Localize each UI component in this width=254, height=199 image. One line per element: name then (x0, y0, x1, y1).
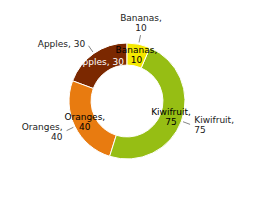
outer-label: Bananas,10 (120, 13, 162, 33)
leader-line (183, 122, 190, 125)
chart: Apples, 30 Apples, 30 Oranges,40Oranges,40… (0, 0, 254, 199)
labels: Apples, 30 Apples, 30 Oranges,40Oranges,40… (22, 13, 234, 142)
inner-label: Apples, 30 (76, 57, 124, 67)
outer-label: Oranges,40 (22, 122, 63, 142)
inner-label: Kiwifruit,75 (151, 107, 191, 127)
inner-label: Bananas,10 (116, 45, 158, 65)
outer-label: Apples, 30 (38, 39, 86, 49)
chart-container: Apples, 30 Apples, 30 Oranges,40Oranges,40… (0, 0, 254, 199)
outer-label: Kiwifruit,75 (194, 115, 234, 135)
leader-line (89, 46, 93, 52)
leader-line (139, 35, 141, 42)
leader-line (67, 127, 74, 130)
wedges (69, 43, 185, 159)
inner-label: Oranges,40 (64, 112, 105, 132)
